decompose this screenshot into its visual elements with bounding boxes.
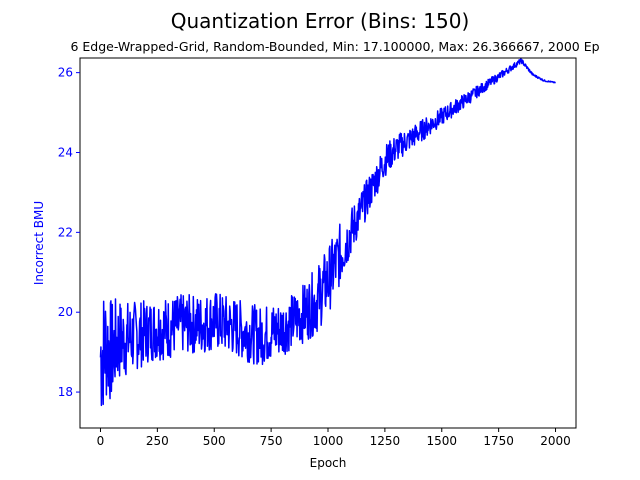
x-tick-label: 2000	[540, 434, 571, 448]
chart-subtitle: 6 Edge-Wrapped-Grid, Random-Bounded, Min…	[70, 39, 599, 54]
y-axis-label: Incorrect BMU	[32, 201, 46, 285]
x-tick-label: 750	[260, 434, 283, 448]
y-tick-label: 22	[58, 225, 73, 239]
axes-frame	[79, 57, 577, 429]
y-tick-label: 18	[58, 385, 73, 399]
x-axis-label: Epoch	[310, 456, 347, 470]
plot-area: 0 250 500 750 1000 1250 1500 1750 2000 18 20 22 24 26	[58, 57, 577, 448]
x-tick-label: 1000	[313, 434, 344, 448]
x-tick-label: 1500	[426, 434, 457, 448]
x-tick-label: 1750	[483, 434, 514, 448]
x-tick-label: 0	[97, 434, 105, 448]
y-tick-label: 24	[58, 145, 73, 159]
series-line	[99, 58, 556, 407]
y-tick-label: 26	[58, 66, 73, 80]
y-tick-label: 20	[58, 305, 73, 319]
x-tick-label: 1250	[370, 434, 401, 448]
chart-title: Quantization Error (Bins: 150)	[171, 9, 470, 33]
x-tick-label: 250	[146, 434, 169, 448]
x-tick-label: 500	[203, 434, 226, 448]
